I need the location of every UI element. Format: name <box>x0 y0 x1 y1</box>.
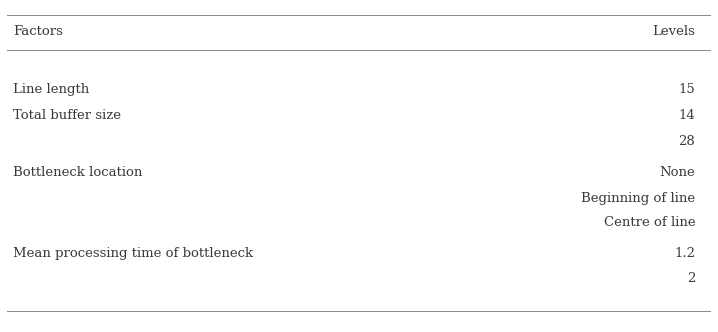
Text: Total buffer size: Total buffer size <box>13 109 121 122</box>
Text: Beginning of line: Beginning of line <box>581 192 695 205</box>
Text: 2: 2 <box>687 272 695 285</box>
Text: 1.2: 1.2 <box>674 247 695 260</box>
Text: None: None <box>660 166 695 179</box>
Text: 15: 15 <box>679 83 695 96</box>
Text: Factors: Factors <box>13 26 62 39</box>
Text: Line length: Line length <box>13 83 89 96</box>
Text: Mean processing time of bottleneck: Mean processing time of bottleneck <box>13 247 253 260</box>
Text: Centre of line: Centre of line <box>604 216 695 229</box>
Text: 14: 14 <box>679 109 695 122</box>
Text: Bottleneck location: Bottleneck location <box>13 166 142 179</box>
Text: Levels: Levels <box>653 26 695 39</box>
Text: 28: 28 <box>679 135 695 148</box>
